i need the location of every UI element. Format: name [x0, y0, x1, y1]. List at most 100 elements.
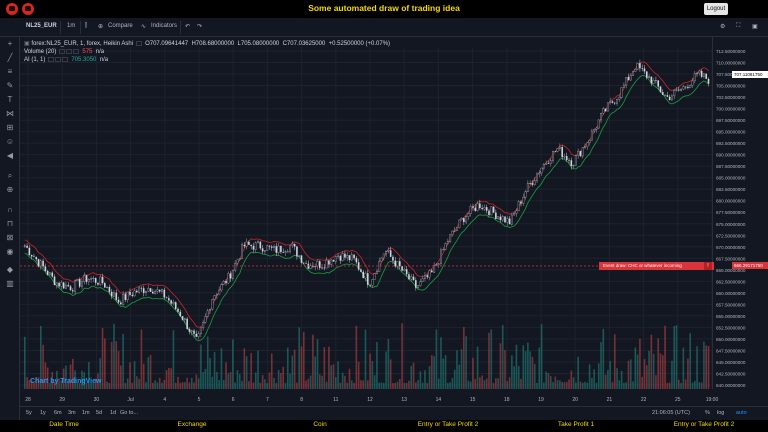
- study-button-icon[interactable]: [66, 48, 73, 54]
- legend-menu-icon[interactable]: [135, 40, 142, 46]
- price-chart[interactable]: 712.50000000 710.00000000 707.50000000 705.…: [20, 37, 768, 406]
- eye-icon[interactable]: ◉: [6, 247, 14, 256]
- volume-bar: [264, 379, 266, 389]
- candle-body: [424, 275, 426, 279]
- volume-bar: [339, 382, 342, 389]
- candle-body: [330, 259, 333, 265]
- candle-body: [122, 294, 125, 305]
- nav-entry-take-profit-2b[interactable]: Entry or Take Profit 2: [673, 421, 735, 428]
- candle-body: [579, 151, 582, 157]
- candle-body: [627, 77, 630, 81]
- trend-line-icon[interactable]: ╱: [7, 53, 13, 62]
- text-tool-icon[interactable]: T: [7, 95, 13, 104]
- candle-body: [497, 216, 500, 220]
- candle-body: [421, 278, 424, 282]
- lock-open-icon[interactable]: ⊓: [6, 219, 14, 228]
- chart-style-icon[interactable]: ⫿: [85, 23, 87, 29]
- ai-study-label[interactable]: AI (1, 1): [24, 57, 46, 63]
- logout-button[interactable]: Logout: [704, 3, 728, 15]
- range-5d-button[interactable]: 5d: [96, 410, 103, 416]
- redo-icon[interactable]: ↷: [197, 24, 203, 30]
- goto-date-button[interactable]: Go to...: [120, 410, 139, 416]
- study-button-icon[interactable]: [48, 56, 55, 62]
- indicators-button[interactable]: Indicators: [151, 23, 178, 29]
- range-6m-button[interactable]: 6m: [54, 410, 62, 416]
- volume-bar: [97, 373, 99, 389]
- lock-icon[interactable]: ⊠: [6, 233, 14, 242]
- nav-exchange[interactable]: Exchange: [177, 421, 207, 428]
- candle-body: [446, 241, 449, 244]
- range-3m-button[interactable]: 3m: [68, 410, 76, 416]
- study-button-icon[interactable]: [62, 56, 69, 62]
- magnet-icon[interactable]: ∩: [7, 205, 13, 214]
- candle-body: [373, 273, 376, 280]
- volume-bar: [46, 367, 49, 389]
- prediction-icon[interactable]: ⊞: [6, 123, 14, 132]
- percent-scale-toggle[interactable]: %: [705, 410, 710, 416]
- volume-bar: [408, 380, 410, 389]
- candle-body: [110, 291, 113, 297]
- study-button-icon[interactable]: [55, 56, 62, 62]
- volume-bar: [463, 327, 465, 389]
- nav-date-time[interactable]: Date Time: [49, 421, 79, 428]
- range-1d-button[interactable]: 1d: [110, 410, 117, 416]
- back-arrow-icon[interactable]: ◀: [6, 151, 14, 160]
- alert-line-label[interactable]: Event draw: CHC or whatever incoming: [599, 262, 714, 270]
- symbol-search[interactable]: NL25_EUR: [26, 23, 57, 29]
- time-axis-label: 20: [572, 397, 578, 403]
- nav-entry-take-profit-2[interactable]: Entry or Take Profit 2: [417, 421, 479, 428]
- layers-icon[interactable]: ◆: [6, 265, 14, 274]
- icons-tool-icon[interactable]: ☺: [5, 137, 15, 146]
- range-5y-button[interactable]: 5y: [26, 410, 32, 416]
- study-button-icon[interactable]: [73, 48, 80, 54]
- compare-button[interactable]: Compare: [108, 23, 133, 29]
- range-1m-button[interactable]: 1m: [82, 410, 90, 416]
- indicators-icon[interactable]: ∿: [141, 24, 147, 30]
- time-axis-label: 4: [163, 397, 166, 403]
- legend-symbol[interactable]: forex:NL25_EUR, 1, forex, Heikin Ashi: [31, 41, 134, 47]
- auto-scale-toggle[interactable]: auto: [736, 410, 747, 416]
- alert-close-icon[interactable]: !: [704, 262, 712, 270]
- study-button-icon[interactable]: [59, 48, 66, 54]
- candle-body: [328, 260, 330, 265]
- volume-bar: [168, 367, 170, 389]
- legend-collapse-icon[interactable]: ▣: [24, 41, 30, 47]
- nav-coin[interactable]: Coin: [313, 421, 327, 428]
- volume-bar: [222, 380, 225, 389]
- crosshair-icon[interactable]: +: [7, 39, 13, 48]
- undo-icon[interactable]: ↶: [185, 24, 191, 30]
- fib-retracement-icon[interactable]: ≡: [7, 67, 13, 76]
- price-axis-label: 690.00000000: [716, 153, 746, 158]
- top-banner: Some automated draw of trading idea Logo…: [0, 0, 768, 18]
- candle-body: [396, 261, 399, 267]
- interval-selector[interactable]: 1m: [67, 23, 76, 29]
- candle-body: [488, 210, 490, 215]
- ruler-icon[interactable]: ⌕: [7, 171, 13, 180]
- volume-bar: [131, 382, 134, 389]
- volume-bar: [485, 378, 488, 389]
- brush-icon[interactable]: ✎: [6, 81, 14, 90]
- zoom-icon[interactable]: ⊕: [6, 185, 14, 194]
- time-axis-label: 30: [94, 397, 100, 403]
- candle-body: [106, 286, 109, 288]
- volume-bar: [540, 324, 543, 389]
- volume-bar: [693, 381, 696, 389]
- candle-body: [259, 241, 262, 249]
- volume-bar: [570, 370, 573, 389]
- candle-body: [51, 272, 54, 277]
- volume-bar: [531, 356, 534, 389]
- utc-clock[interactable]: 21:06:05 (UTC): [652, 410, 690, 416]
- candle-body: [655, 80, 657, 81]
- trash-icon[interactable]: ▥: [6, 279, 14, 288]
- log-scale-toggle[interactable]: log: [717, 410, 725, 416]
- tradingview-watermark[interactable]: Chart by TradingView: [30, 378, 102, 385]
- chart-area[interactable]: 712.50000000 710.00000000 707.50000000 705.…: [20, 37, 768, 420]
- settings-gear-icon[interactable]: ⚙: [720, 24, 726, 30]
- pattern-icon[interactable]: ⋈: [6, 109, 14, 118]
- nav-take-profit-1[interactable]: Take Profit 1: [557, 421, 595, 428]
- fullscreen-icon[interactable]: ⛶: [736, 23, 741, 29]
- compare-icon[interactable]: ⊕: [98, 24, 104, 30]
- range-1y-button[interactable]: 1y: [40, 410, 46, 416]
- volume-study-label[interactable]: Volume (20): [24, 49, 57, 55]
- snapshot-icon[interactable]: ▣: [752, 24, 758, 30]
